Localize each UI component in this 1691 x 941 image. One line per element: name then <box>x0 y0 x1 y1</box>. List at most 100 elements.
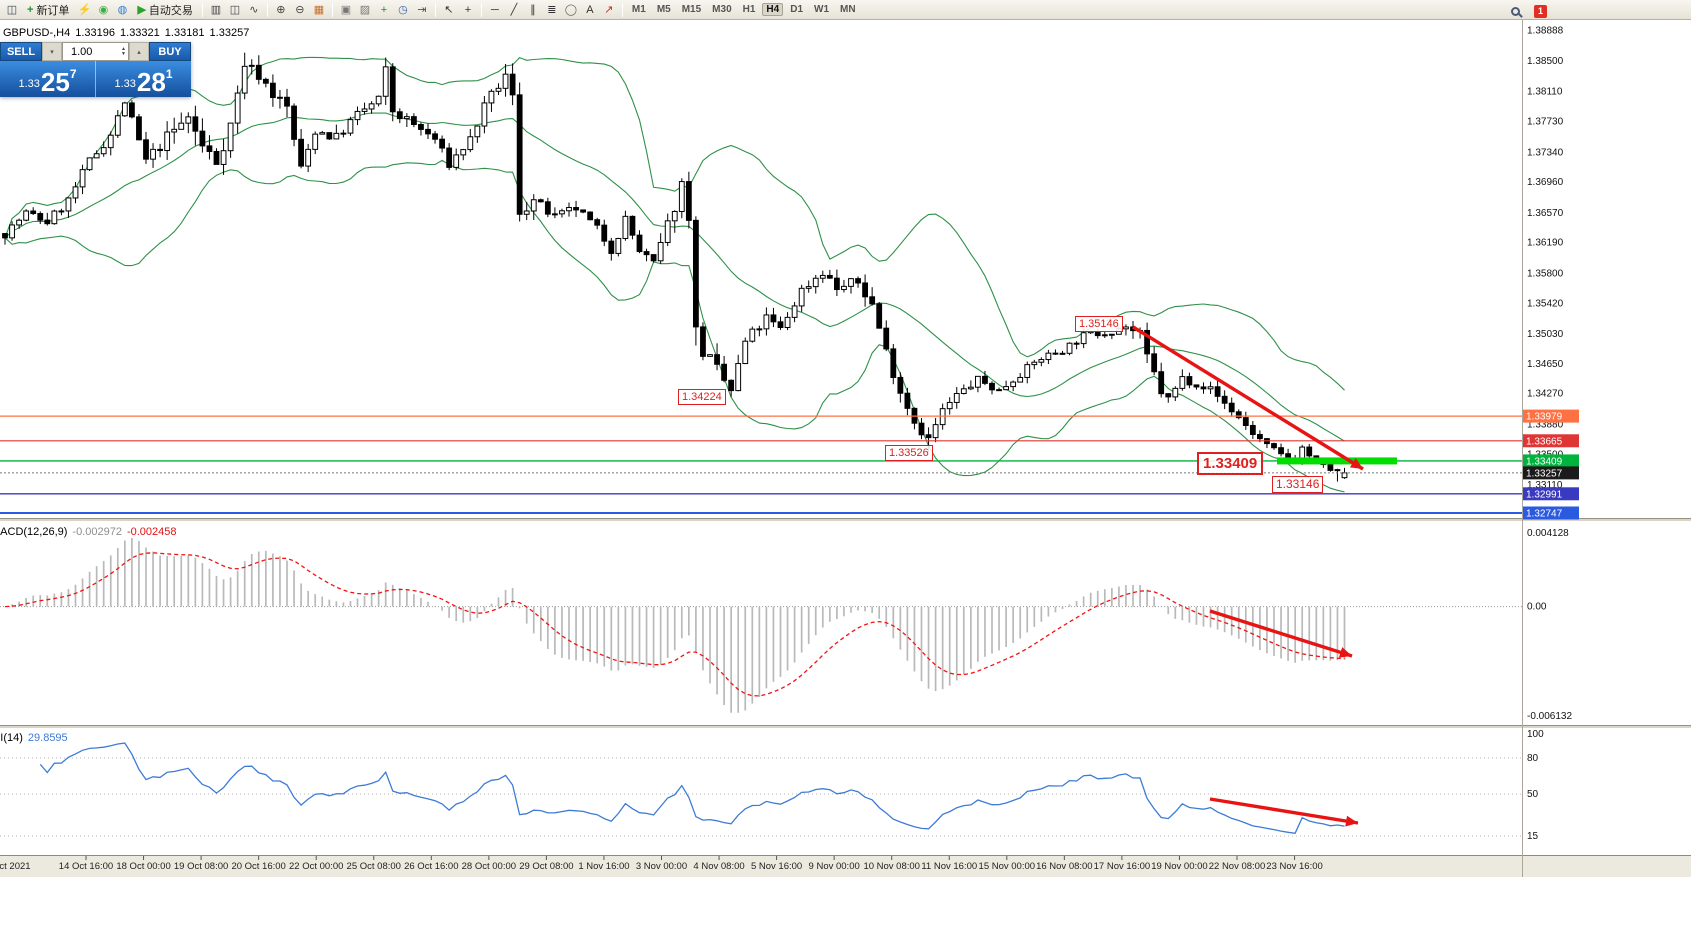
svg-text:20 Oct 16:00: 20 Oct 16:00 <box>231 861 285 872</box>
timeframe-m15[interactable]: M15 <box>681 4 702 15</box>
svg-text:26 Oct 16:00: 26 Oct 16:00 <box>404 861 458 872</box>
lightning-icon[interactable]: ⚡ <box>77 3 92 16</box>
tile-windows-icon[interactable]: ▦ <box>313 3 325 16</box>
autotrading-button[interactable]: ▶ 自动交易 <box>132 2 197 18</box>
cascade-windows-icon[interactable]: ▨ <box>359 3 371 16</box>
svg-text:100: 100 <box>1527 729 1544 740</box>
autotrading-button-icon: ▶ <box>137 4 146 16</box>
svg-text:1.33409: 1.33409 <box>1526 456 1563 467</box>
toolbar-separator <box>331 2 333 17</box>
crosshair-icon[interactable]: + <box>464 3 472 16</box>
sell-price-big: 25 <box>40 67 70 97</box>
price-annotation[interactable]: 1.33526 <box>885 445 933 461</box>
svg-text:22 Oct 00:00: 22 Oct 00:00 <box>289 861 343 872</box>
price-divider <box>95 61 96 97</box>
zoom-in-icon[interactable]: ⊕ <box>276 3 286 16</box>
autotrading-button-label: 自动交易 <box>148 4 193 17</box>
macd-main-value: -0.002972 <box>72 526 122 538</box>
svg-text:10 Nov 08:00: 10 Nov 08:00 <box>863 861 920 872</box>
clock-icon[interactable]: ◷ <box>398 3 408 16</box>
arrange-windows-icon[interactable]: ▣ <box>340 3 352 16</box>
svg-text:1.35420: 1.35420 <box>1527 298 1564 309</box>
svg-text:3 Nov 00:00: 3 Nov 00:00 <box>636 861 687 872</box>
price-annotation[interactable]: 1.35146 <box>1075 316 1123 332</box>
new-chart-icon[interactable]: ◫ <box>6 3 18 16</box>
buy-button[interactable]: BUY <box>149 42 191 61</box>
svg-text:0.004128: 0.004128 <box>1527 528 1569 539</box>
close-value: 1.33257 <box>209 27 250 39</box>
svg-text:Oct 2021: Oct 2021 <box>0 861 31 872</box>
text-icon[interactable]: A <box>586 3 594 16</box>
svg-text:1.38500: 1.38500 <box>1527 56 1564 67</box>
svg-text:1.36960: 1.36960 <box>1527 177 1564 188</box>
candlestick-chart-icon[interactable]: ◫ <box>229 3 241 16</box>
cursor-icon[interactable]: ↖ <box>444 3 454 16</box>
macd-signal-value: -0.002458 <box>126 526 177 538</box>
toolbar-separator <box>266 2 268 17</box>
volume-input[interactable]: 1.00 ▲ ▼ <box>62 42 129 61</box>
arrows-icon[interactable]: ↗ <box>604 3 614 16</box>
volume-value: 1.00 <box>71 45 93 58</box>
volume-up-button[interactable]: ▴ <box>129 42 149 61</box>
svg-text:1.38110: 1.38110 <box>1527 87 1563 98</box>
price-annotation[interactable]: 1.33146 <box>1272 476 1324 493</box>
sell-button[interactable]: SELL <box>0 42 42 61</box>
timeframe-h1[interactable]: H1 <box>742 4 756 15</box>
symbol-period: GBPUSD-,H4 <box>3 27 71 39</box>
macd-label: MACD(12,26,9) -0.002972 -0.002458 <box>0 526 182 538</box>
shapes-icon[interactable]: ◯ <box>564 3 578 16</box>
new-order-button-label: 新订单 <box>36 4 70 17</box>
sell-price-sup: 7 <box>69 67 77 81</box>
timeframe-d1[interactable]: D1 <box>790 4 804 15</box>
green-circle-icon[interactable]: ◉ <box>98 3 109 16</box>
svg-text:1.33665: 1.33665 <box>1526 436 1563 447</box>
volume-down-button[interactable]: ▾ <box>42 42 62 61</box>
price-annotation[interactable]: 1.34224 <box>678 389 726 405</box>
svg-text:19 Oct 08:00: 19 Oct 08:00 <box>174 861 228 872</box>
notification-badge[interactable]: 1 <box>1534 4 1547 18</box>
svg-text:-0.006132: -0.006132 <box>1527 711 1572 722</box>
timeframe-h4[interactable]: H4 <box>762 3 784 16</box>
trendline-icon[interactable]: ╱ <box>510 3 518 16</box>
toolbar-separator <box>434 2 436 17</box>
bar-chart-icon[interactable]: ▥ <box>210 3 222 16</box>
svg-text:0.00: 0.00 <box>1527 602 1547 613</box>
new-order-button[interactable]: + 新订单 <box>22 2 74 18</box>
svg-text:25 Oct 08:00: 25 Oct 08:00 <box>347 861 401 872</box>
svg-text:15 Nov 00:00: 15 Nov 00:00 <box>979 861 1036 872</box>
channel-icon[interactable]: ∥ <box>530 3 536 16</box>
buy-price-display[interactable]: 1.33 28 1 <box>96 61 191 97</box>
zoom-out-icon[interactable]: ⊖ <box>295 3 305 16</box>
add-indicator-icon[interactable]: + <box>380 3 388 16</box>
svg-text:1.33257: 1.33257 <box>1526 468 1563 479</box>
search-icon[interactable] <box>1506 3 1524 19</box>
svg-text:4 Nov 08:00: 4 Nov 08:00 <box>693 861 744 872</box>
svg-text:14 Oct 16:00: 14 Oct 16:00 <box>59 861 113 872</box>
timeframe-m30[interactable]: M30 <box>712 4 732 15</box>
timeframe-mn[interactable]: MN <box>840 4 856 15</box>
horizontal-line-icon[interactable]: ─ <box>491 3 499 16</box>
volume-spinner[interactable]: ▲ ▼ <box>121 45 126 57</box>
svg-text:1.32747: 1.32747 <box>1526 508 1563 519</box>
timeframe-m5[interactable]: M5 <box>656 4 671 15</box>
svg-text:16 Nov 08:00: 16 Nov 08:00 <box>1036 861 1093 872</box>
price-annotation[interactable]: 1.33409 <box>1197 452 1264 475</box>
fibonacci-icon[interactable]: ≣ <box>547 3 557 16</box>
svg-text:22 Nov 08:00: 22 Nov 08:00 <box>1209 861 1266 872</box>
toolbar-separator <box>201 2 203 17</box>
toolbar-right: 1 <box>1506 3 1547 19</box>
buy-price-prefix: 1.33 <box>114 78 136 90</box>
timeframe-w1[interactable]: W1 <box>814 4 830 15</box>
rsi-label: RSI(14) 29.8595 <box>0 732 73 744</box>
timeframe-m1[interactable]: M1 <box>631 4 646 15</box>
rsi-value: 29.8595 <box>27 732 68 744</box>
svg-text:1.34270: 1.34270 <box>1527 389 1564 400</box>
line-chart-icon[interactable]: ∿ <box>249 3 259 16</box>
svg-text:1.33880: 1.33880 <box>1527 419 1564 430</box>
svg-text:1.35030: 1.35030 <box>1527 329 1564 340</box>
chart-shift-icon[interactable]: ⇥ <box>417 3 427 16</box>
globe-icon[interactable]: ◍ <box>117 3 128 16</box>
sell-price-display[interactable]: 1.33 25 7 <box>0 61 95 97</box>
